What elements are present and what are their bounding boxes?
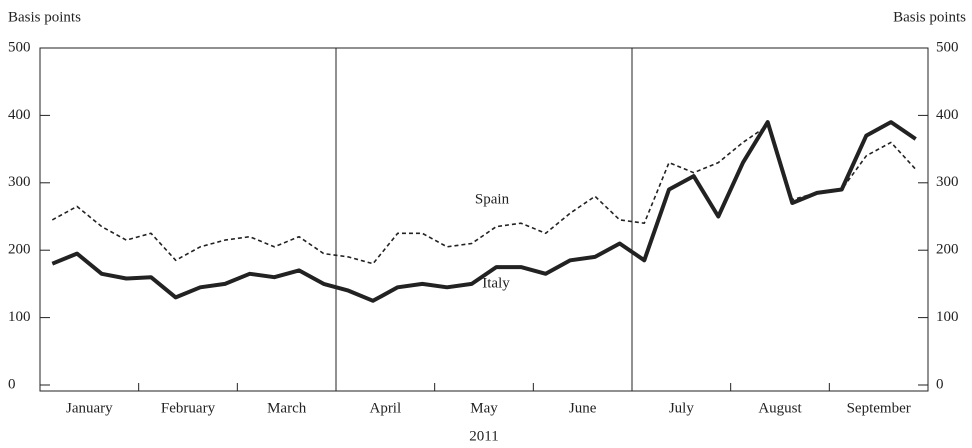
y2-axis-label: Basis points [893,9,966,25]
plot-frame [39,47,929,392]
y2-tick-label: 300 [936,174,959,190]
x-tick-label: July [669,400,695,416]
x-tick-label: August [758,400,802,416]
y-tick-label: 200 [8,242,31,258]
y-tick-label: 0 [8,376,16,392]
y2-tick-label: 400 [936,107,959,123]
x-tick-label: September [847,400,911,416]
y-tick-label: 300 [8,174,31,190]
y-tick-label: 500 [8,39,31,55]
x-tick-label: March [267,400,307,416]
x-tick-label: May [470,400,498,416]
y-tick-label: 100 [8,309,31,325]
x-tick-label: April [369,400,401,416]
x-tick-label: June [569,400,597,416]
y-tick-label: 400 [8,107,31,123]
y2-tick-label: 500 [936,39,959,55]
x-tick-label: February [161,400,216,416]
series-label: Spain [475,191,510,207]
y2-tick-label: 200 [936,242,959,258]
x-tick-label: January [66,400,113,416]
series-line [51,120,917,303]
y2-tick-label: 0 [936,376,944,392]
series-label: Italy [482,275,510,291]
x-axis-label: 2011 [469,428,498,444]
y-axis-label: Basis points [8,9,81,25]
y2-tick-label: 100 [936,309,959,325]
